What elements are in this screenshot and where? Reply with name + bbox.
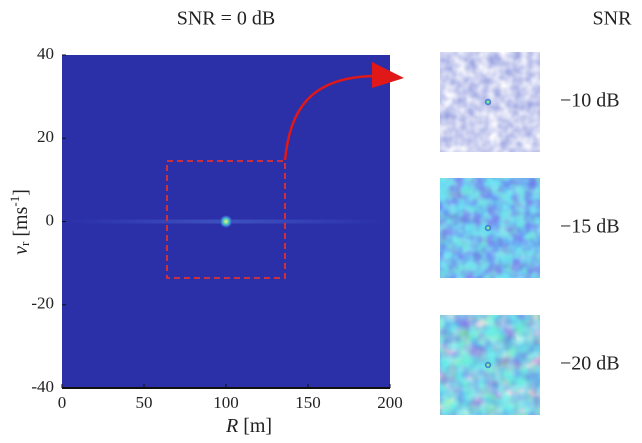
y-tick-label: -20 bbox=[31, 294, 54, 313]
y-tick-label: 40 bbox=[37, 44, 54, 63]
x-symbol: R bbox=[225, 415, 238, 437]
y-unit: [ms bbox=[10, 206, 32, 241]
inset-label: −10 dB bbox=[560, 90, 620, 112]
y-tick-label: 20 bbox=[37, 127, 54, 146]
insets-title: SNR bbox=[593, 8, 633, 30]
y-symbol: v bbox=[10, 246, 32, 255]
y-tick-label: -40 bbox=[31, 377, 54, 396]
x-tick-label: 200 bbox=[377, 393, 403, 412]
inset-target bbox=[484, 224, 492, 232]
x-unit: [m] bbox=[238, 415, 272, 437]
y-exponent: -1 bbox=[7, 196, 22, 207]
inset-target bbox=[484, 361, 492, 369]
x-tick-label: 100 bbox=[213, 393, 239, 412]
chart-title: SNR = 0 dB bbox=[177, 8, 276, 30]
x-tick-label: 0 bbox=[58, 393, 67, 412]
target-peak bbox=[219, 214, 233, 229]
arrow-head bbox=[372, 62, 404, 88]
inset-target bbox=[484, 98, 492, 106]
y-tick-label: 0 bbox=[46, 210, 55, 229]
y-subscript: r bbox=[17, 241, 32, 246]
y-axis-label: vr [ms-1] bbox=[7, 189, 32, 255]
x-axis-label: R [m] bbox=[225, 415, 272, 437]
arrow bbox=[283, 74, 381, 161]
inset-label: −15 dB bbox=[560, 216, 620, 238]
x-tick-label: 150 bbox=[295, 393, 321, 412]
y-close: ] bbox=[10, 189, 32, 196]
zoom-box bbox=[166, 160, 286, 279]
x-tick-label: 50 bbox=[136, 393, 153, 412]
inset-label: −20 dB bbox=[560, 353, 620, 375]
